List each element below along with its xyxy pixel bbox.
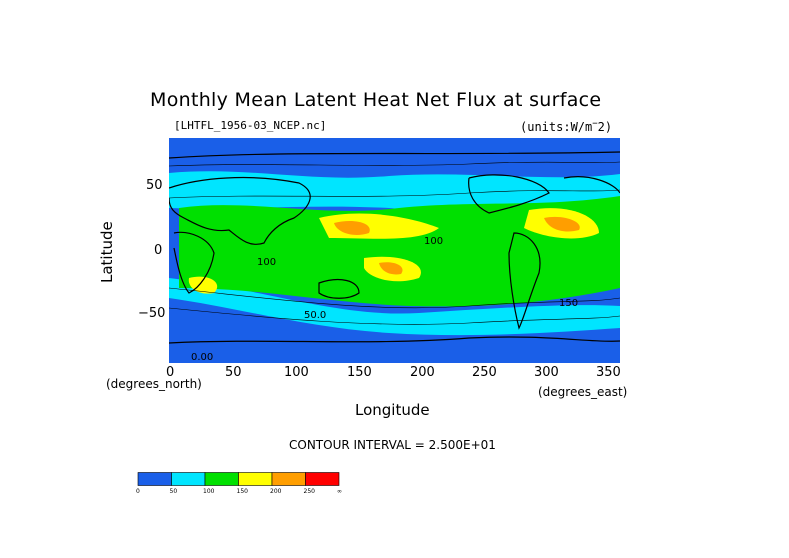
legend-swatch [171,472,206,486]
legend-tick-label: 250 [303,488,315,495]
legend-tick-label: 50 [169,488,178,495]
x-tick-label: 100 [284,365,309,380]
legend-tick-label: 150 [236,488,248,495]
legend-tick-label: ∞ [337,488,342,495]
legend-bar [137,472,340,486]
legend-tick-label: 200 [270,488,282,495]
x-tick-label: 0 [166,365,175,380]
file-label: [LHTFL_1956-03_NCEP.nc] [174,119,327,132]
y-tick-label: 50 [146,178,163,193]
y-tick-label: −50 [138,306,166,321]
x-tick-label: 200 [410,365,435,380]
color-legend: 0 50 100 150 200 250 ∞ [136,471,342,495]
orange-patches [334,216,580,275]
contour-label-group: 100 100 50.0 150 0.00 [191,236,578,363]
x-tick-label: 350 [596,365,621,380]
contour-label: 150 [559,298,578,309]
y-axis-title: Latitude [98,221,116,283]
x-tick-label: 50 [225,365,242,380]
continents [169,151,620,344]
legend-tick-label: 100 [203,488,215,495]
contour-lines [169,161,620,325]
x-unit-label: (degrees_east) [538,385,628,399]
contour-interval-label: CONTOUR INTERVAL = 2.500E+01 [289,438,496,452]
flux-map: 100 100 50.0 150 0.00 [169,138,620,363]
contour-label: 100 [424,236,443,247]
contour-label: 100 [257,257,276,268]
x-tick-label: 150 [347,365,372,380]
legend-swatch [137,472,172,486]
map-title: Monthly Mean Latent Heat Net Flux at sur… [150,89,602,111]
legend-tick-label: 0 [136,488,140,495]
units-label: (units:W/m−2) [520,119,613,134]
legend-swatch [305,472,340,486]
x-tick-label: 250 [472,365,497,380]
legend-swatch [204,472,239,486]
y-tick-label: 0 [154,243,163,258]
legend-swatch [238,472,273,486]
contour-label: 50.0 [304,310,326,321]
y-unit-label: (degrees_north) [106,377,202,391]
legend-swatch [271,472,306,486]
x-tick-label: 300 [534,365,559,380]
x-axis-title: Longitude [355,401,430,419]
contour-label: 0.00 [191,352,213,363]
